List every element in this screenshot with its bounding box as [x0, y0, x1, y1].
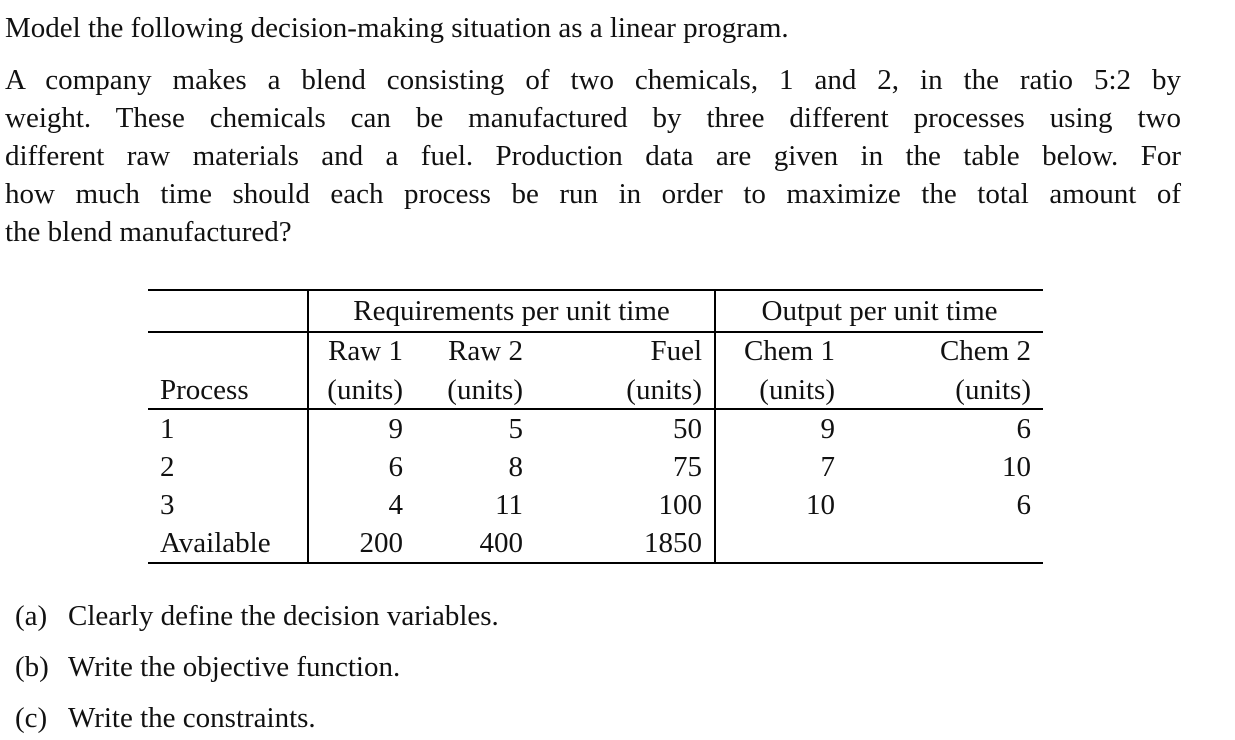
cell-raw2: 8 — [508, 451, 524, 483]
question-marker: (a) — [15, 600, 48, 632]
cell-chem2 — [847, 524, 1043, 564]
paragraph-line-4: how much time should each process be run… — [5, 178, 1181, 210]
cell-fuel: 75 — [673, 451, 702, 483]
column-name-row: Raw 1 Raw 2 Fuel Chem 1 Chem 2 — [148, 332, 1043, 369]
cell-raw1: 4 — [307, 486, 415, 524]
cell-fuel: 1850 — [535, 524, 715, 564]
cell-fuel: 50 — [673, 413, 702, 445]
row-label: 2 — [160, 451, 175, 483]
row-header-process: Process — [148, 369, 308, 410]
question-text: Write the constraints. — [68, 702, 316, 734]
question-c: (c) Write the constraints. — [15, 702, 1230, 734]
col-header-raw2: Raw 2 — [448, 335, 523, 367]
units-label: (units) — [415, 369, 535, 410]
table-container: Requirements per unit time Output per un… — [148, 289, 1230, 564]
cell-chem1 — [714, 524, 847, 564]
row-label: 3 — [160, 489, 175, 521]
group-header-requirements: Requirements per unit time — [307, 289, 715, 333]
corner-cell — [148, 289, 308, 333]
question-a: (a) Clearly define the decision variable… — [15, 600, 1230, 632]
cell-chem2: 6 — [1016, 413, 1032, 445]
column-units-row: Process (units) (units) (units) (units) … — [148, 369, 1043, 410]
question-marker: (b) — [15, 651, 49, 683]
table-row-process-1: 1 9 5 50 9 6 — [148, 409, 1043, 448]
question-marker: (c) — [15, 702, 48, 734]
table-row-process-3: 3 4 11 100 10 6 — [148, 486, 1043, 524]
paragraph-line-1: A company makes a blend consisting of tw… — [5, 64, 1181, 96]
production-data-table: Requirements per unit time Output per un… — [148, 289, 1043, 564]
problem-paragraph: A company makes a blend consisting of tw… — [5, 61, 1230, 251]
cell-chem1: 10 — [714, 486, 847, 524]
cell-raw2: 11 — [495, 489, 523, 521]
group-header-row: Requirements per unit time Output per un… — [148, 289, 1043, 333]
cell-raw2: 5 — [508, 413, 524, 445]
units-label: (units) — [847, 369, 1043, 410]
cell-chem1: 7 — [714, 448, 847, 486]
question-text: Write the objective function. — [68, 651, 401, 683]
units-label: (units) — [714, 369, 847, 410]
row-label: 1 — [160, 413, 175, 445]
cell-raw1: 9 — [307, 409, 415, 448]
table-row-process-2: 2 6 8 75 7 10 — [148, 448, 1043, 486]
cell-chem2: 6 — [1016, 489, 1032, 521]
cell-raw1: 6 — [307, 448, 415, 486]
cell-raw2: 400 — [415, 524, 535, 564]
paragraph-line-2: weight. These chemicals can be manufactu… — [5, 102, 1181, 134]
units-label: (units) — [307, 369, 415, 410]
cell-fuel: 100 — [658, 489, 703, 521]
question-list: (a) Clearly define the decision variable… — [15, 600, 1230, 734]
cell-chem2: 10 — [1002, 451, 1031, 483]
cell-chem1: 9 — [714, 409, 847, 448]
cell-raw1: 200 — [307, 524, 415, 564]
question-text: Clearly define the decision variables. — [68, 600, 499, 632]
col-header-chem1: Chem 1 — [714, 332, 847, 369]
question-b: (b) Write the objective function. — [15, 651, 1230, 683]
col-header-fuel: Fuel — [650, 335, 702, 367]
paragraph-line-5: the blend manufactured? — [5, 216, 292, 248]
paragraph-line-3: different raw materials and a fuel. Prod… — [5, 140, 1181, 172]
group-header-output: Output per unit time — [714, 289, 1043, 333]
row-label: Available — [148, 524, 308, 564]
intro-line: Model the following decision-making situ… — [5, 12, 789, 44]
col-header-raw1: Raw 1 — [307, 332, 415, 369]
col-header-chem2: Chem 2 — [939, 335, 1031, 367]
table-row-available: Available 200 400 1850 — [148, 524, 1043, 564]
empty-cell — [148, 332, 308, 369]
units-label: (units) — [535, 369, 715, 410]
